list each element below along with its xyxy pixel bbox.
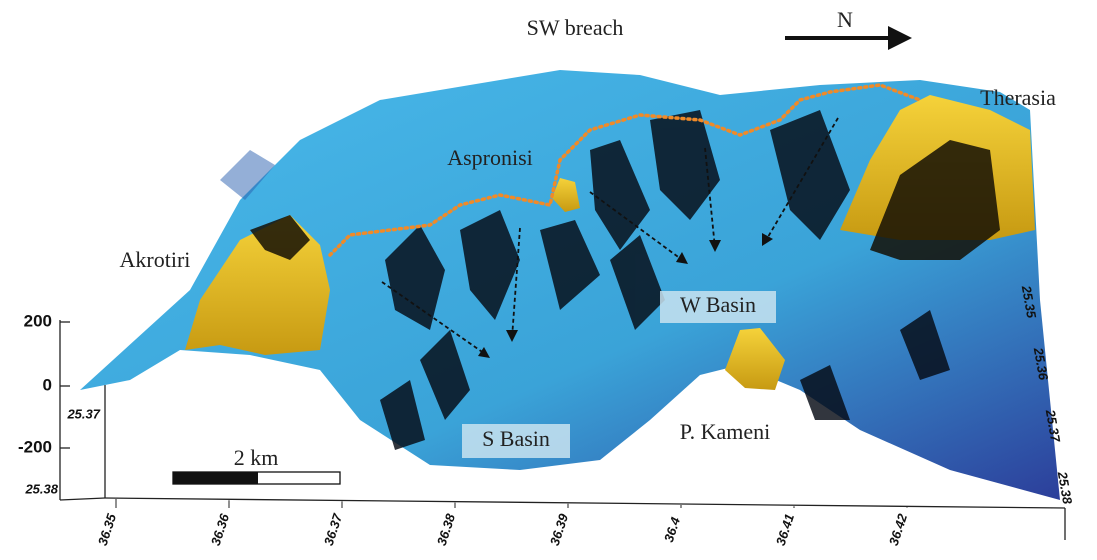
place-label: S Basin: [482, 426, 550, 451]
figure: SW breach N Therasia Aspronisi Akrotiri …: [0, 0, 1097, 560]
title: SW breach: [527, 15, 624, 40]
x-tick-label: 36.4: [661, 515, 683, 544]
y-tick-label: 25.37: [66, 406, 100, 421]
place-label: Aspronisi: [447, 145, 533, 170]
x-tick-label: 36.41: [773, 512, 797, 548]
x-tick-label: 36.39: [547, 511, 572, 547]
x-tick-label: 36.37: [321, 511, 346, 547]
x-tick-label: 36.36: [208, 511, 233, 547]
z-tick-label: 200: [24, 311, 52, 330]
y-tick-label: 25.38: [24, 481, 58, 496]
x-tick-label: 36.38: [434, 511, 459, 547]
place-label: W Basin: [680, 292, 756, 317]
z-tick-label: -200: [18, 437, 52, 456]
north-label: N: [837, 7, 853, 32]
x-tick-label: 36.35: [95, 511, 120, 547]
place-label: Akrotiri: [120, 247, 191, 272]
scale-bar: [173, 472, 340, 484]
right-tick-label: 25.38: [1055, 470, 1076, 506]
scale-label: 2 km: [234, 445, 279, 470]
place-label: Therasia: [980, 85, 1056, 110]
place-label: P. Kameni: [680, 419, 770, 444]
z-tick-label: 0: [43, 375, 52, 394]
x-tick-label: 36.42: [886, 511, 911, 547]
